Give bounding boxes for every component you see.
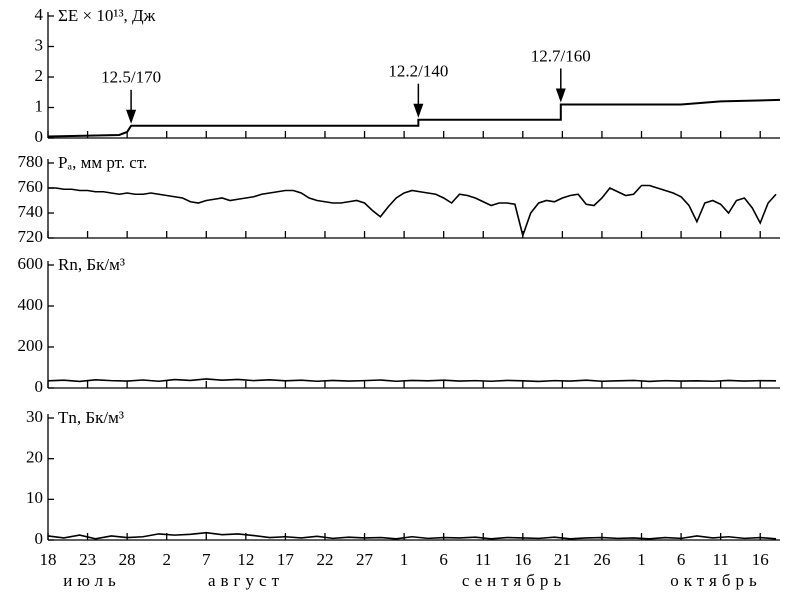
y-tick-label: 600 [18, 254, 44, 273]
panel-title: Pₐ, мм рт. ст. [58, 153, 147, 172]
x-tick-label: 21 [554, 550, 571, 569]
y-tick-label: 740 [18, 202, 44, 221]
x-tick-label: 6 [677, 550, 686, 569]
y-tick-label: 720 [18, 227, 44, 246]
annotation: 12.2/140 [388, 62, 448, 81]
y-tick-label: 400 [18, 295, 44, 314]
x-tick-label: 27 [356, 550, 374, 569]
x-tick-label: 6 [439, 550, 448, 569]
y-tick-label: 0 [35, 529, 44, 548]
y-tick-label: 2 [35, 66, 44, 85]
annotation: 12.7/160 [531, 46, 591, 65]
month-label: октябрь [670, 571, 761, 590]
x-tick-label: 1 [637, 550, 646, 569]
x-tick-label: 2 [162, 550, 171, 569]
y-tick-label: 780 [18, 152, 44, 171]
panel-title: Tn, Бк/м³ [58, 408, 124, 427]
data-line [47, 531, 777, 540]
x-tick-label: 11 [475, 550, 491, 569]
month-label: сентябрь [462, 571, 566, 590]
y-tick-label: 10 [26, 488, 43, 507]
y-tick-label: 1 [35, 96, 44, 115]
x-tick-label: 23 [79, 550, 96, 569]
annotation: 12.5/170 [101, 68, 161, 87]
y-tick-label: 30 [26, 407, 43, 426]
x-tick-label: 22 [316, 550, 333, 569]
panel-title: Rn, Бк/м³ [58, 255, 125, 274]
x-tick-label: 26 [593, 550, 610, 569]
y-tick-label: 200 [18, 336, 44, 355]
x-tick-label: 16 [752, 550, 769, 569]
x-tick-label: 18 [40, 550, 57, 569]
data-line [47, 98, 781, 138]
month-label: июль [63, 571, 121, 590]
y-tick-label: 0 [35, 377, 44, 396]
x-tick-label: 16 [514, 550, 531, 569]
month-label: август [208, 571, 284, 590]
y-tick-label: 4 [35, 5, 44, 24]
x-tick-label: 11 [712, 550, 728, 569]
x-tick-label: 1 [400, 550, 409, 569]
x-tick-label: 17 [277, 550, 295, 569]
y-tick-label: 20 [26, 448, 43, 467]
x-tick-label: 7 [202, 550, 211, 569]
x-tick-label: 28 [119, 550, 136, 569]
panel-title: ΣE × 10¹³, Дж [58, 6, 156, 25]
data-line [47, 378, 777, 383]
annotation-arrow-head [126, 109, 137, 124]
x-tick-label: 12 [237, 550, 254, 569]
y-tick-label: 3 [35, 35, 44, 54]
y-tick-label: 0 [35, 127, 44, 146]
data-line [48, 184, 777, 239]
annotation-arrow-head [413, 103, 424, 118]
annotation-arrow-head [555, 88, 566, 103]
y-tick-label: 760 [18, 177, 44, 196]
